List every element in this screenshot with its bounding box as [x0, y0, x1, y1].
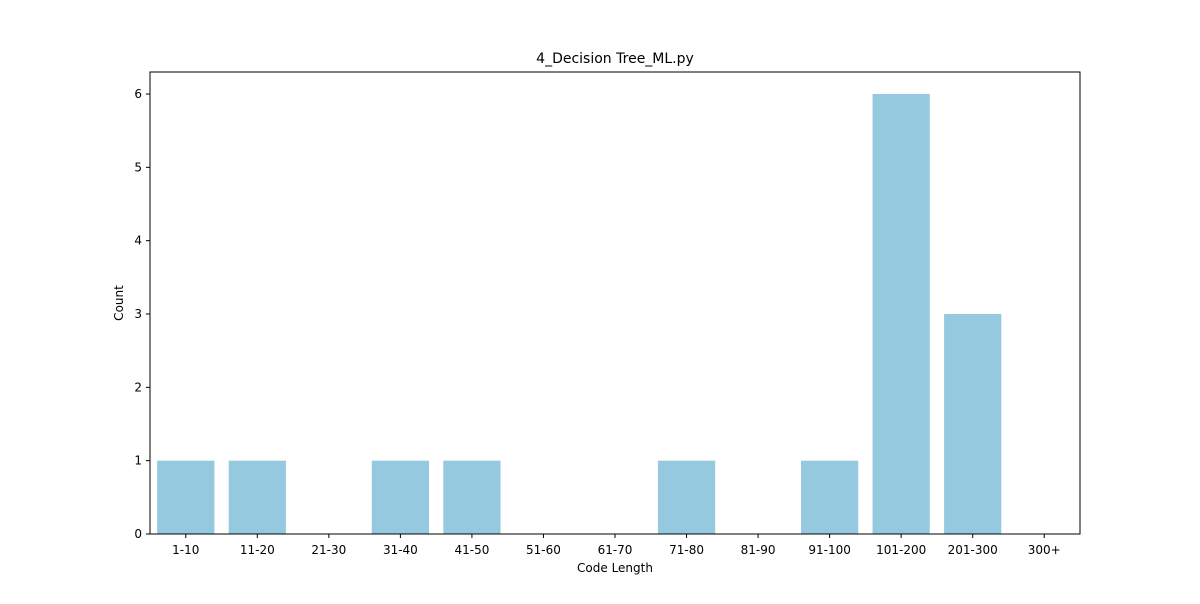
x-tick-label: 31-40 — [383, 543, 418, 557]
chart-title: 4_Decision Tree_ML.py — [536, 51, 694, 67]
y-tick-label: 5 — [134, 160, 142, 174]
x-tick-label: 201-300 — [948, 543, 998, 557]
x-tick-label: 81-90 — [741, 543, 776, 557]
bar-71-80 — [657, 460, 716, 534]
x-tick-label: 1-10 — [172, 543, 199, 557]
x-axis-label: Code Length — [577, 561, 653, 575]
y-axis-label: Count — [112, 285, 126, 321]
x-tick-label: 51-60 — [526, 543, 561, 557]
y-tick-label: 4 — [134, 234, 142, 248]
y-tick-label: 6 — [134, 87, 142, 101]
plot-frame — [149, 71, 1081, 535]
bars-group — [157, 94, 1002, 534]
y-axis: 0 1 2 3 4 5 6 — [134, 87, 150, 541]
bar-41-50 — [443, 460, 501, 534]
bar-1-10 — [157, 460, 215, 534]
y-tick-label: 3 — [134, 307, 142, 321]
x-tick-label: 300+ — [1028, 543, 1061, 557]
y-tick-label: 1 — [134, 454, 142, 468]
x-tick-label: 91-100 — [808, 543, 851, 557]
x-tick-label: 41-50 — [454, 543, 489, 557]
bar-31-40 — [371, 460, 429, 534]
bar-91-100 — [801, 460, 859, 534]
bar-101-200 — [872, 94, 930, 534]
x-tick-label: 21-30 — [311, 543, 346, 557]
x-tick-label: 11-20 — [240, 543, 275, 557]
x-tick-label: 101-200 — [876, 543, 926, 557]
x-tick-label: 61-70 — [598, 543, 633, 557]
x-axis: 1-10 11-20 21-30 31-40 41-50 51-60 61-70 71-80 8… — [172, 534, 1061, 557]
bar-201-300 — [944, 314, 1002, 534]
y-tick-label: 0 — [134, 527, 142, 541]
x-tick-label: 71-80 — [669, 543, 704, 557]
y-tick-label: 2 — [134, 380, 142, 394]
bar-11-20 — [228, 460, 286, 534]
